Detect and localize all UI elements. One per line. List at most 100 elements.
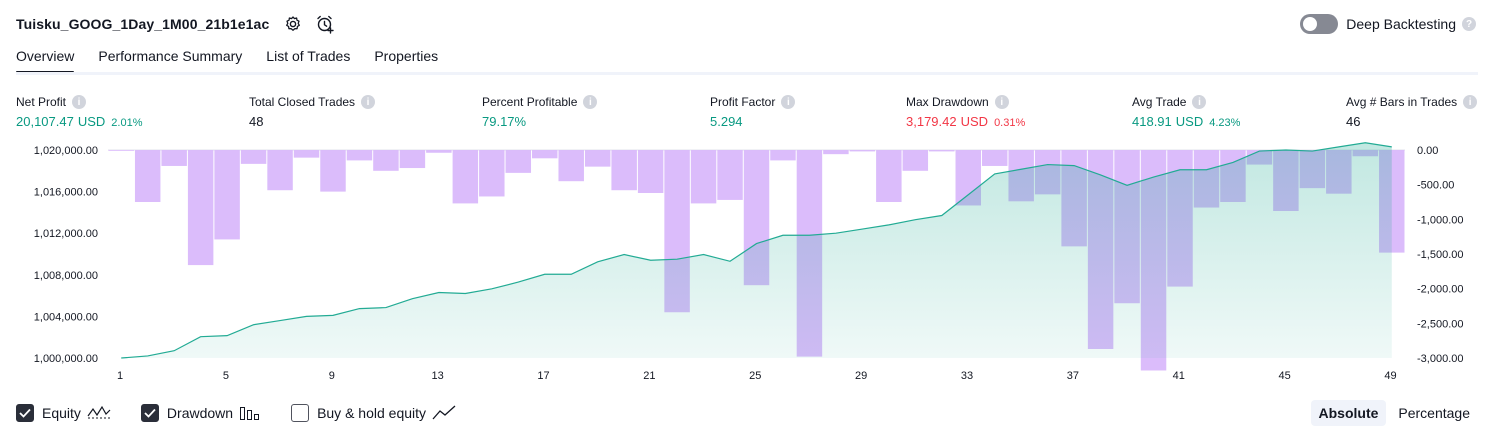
strategy-header: Tuisku_GOOG_1Day_1M00_21b1e1ac bbox=[16, 12, 335, 36]
x-tick-label: 17 bbox=[537, 370, 549, 380]
view-mode-switch: Absolute Percentage bbox=[1311, 400, 1479, 426]
info-icon[interactable]: i bbox=[1463, 95, 1477, 109]
x-tick-label: 1 bbox=[117, 370, 123, 380]
metric-label: Percent Profitable bbox=[482, 95, 577, 109]
x-tick-label: 9 bbox=[329, 370, 335, 380]
drawdown-bar bbox=[982, 150, 1007, 166]
metric-label: Total Closed Trades bbox=[249, 95, 355, 109]
metric-value: 46 bbox=[1346, 114, 1360, 129]
y-right-tick-label: -500.00 bbox=[1417, 180, 1454, 192]
strategy-title: Tuisku_GOOG_1Day_1M00_21b1e1ac bbox=[16, 16, 269, 32]
legend-equity[interactable]: Equity bbox=[16, 404, 111, 422]
help-icon[interactable]: ? bbox=[1462, 17, 1476, 31]
y-left-tick-label: 1,008,000.00 bbox=[34, 270, 98, 282]
metric-percent-profitable: Percent Profitable i 79.17% bbox=[482, 94, 597, 129]
drawdown-bar bbox=[214, 150, 239, 239]
equity-line-icon bbox=[87, 404, 111, 422]
drawdown-bar bbox=[506, 150, 531, 173]
y-left-tick-label: 1,020,000.00 bbox=[34, 145, 98, 157]
drawdown-bar bbox=[161, 150, 186, 166]
y-left-tick-label: 1,016,000.00 bbox=[34, 187, 98, 199]
info-icon[interactable]: i bbox=[361, 95, 375, 109]
info-icon[interactable]: i bbox=[583, 95, 597, 109]
metric-label: Net Profit bbox=[16, 95, 66, 109]
alarm-clock-add-icon[interactable] bbox=[315, 14, 335, 34]
drawdown-bar bbox=[929, 150, 954, 151]
drawdown-checkbox[interactable] bbox=[141, 404, 159, 422]
x-tick-label: 25 bbox=[749, 370, 761, 380]
equity-label: Equity bbox=[42, 405, 81, 421]
metric-total-closed-trades: Total Closed Trades i 48 bbox=[249, 94, 375, 129]
metric-unit: USD bbox=[78, 114, 105, 129]
info-icon[interactable]: i bbox=[995, 95, 1009, 109]
report-tabs: Overview Performance Summary List of Tra… bbox=[16, 48, 462, 73]
legend-buy-hold[interactable]: Buy & hold equity bbox=[291, 404, 456, 422]
drawdown-bar bbox=[717, 150, 742, 200]
metric-percent: 0.31% bbox=[994, 117, 1025, 129]
buy-hold-checkbox[interactable] bbox=[291, 404, 309, 422]
metric-percent: 2.01% bbox=[111, 117, 142, 129]
legend-drawdown[interactable]: Drawdown bbox=[141, 404, 261, 422]
tab-performance-summary[interactable]: Performance Summary bbox=[98, 48, 242, 73]
drawdown-bar bbox=[850, 150, 875, 151]
metric-value: 418.91 bbox=[1132, 114, 1172, 129]
buy-hold-label: Buy & hold equity bbox=[317, 405, 426, 421]
drawdown-bar bbox=[876, 150, 901, 202]
metric-value: 5.294 bbox=[710, 114, 743, 129]
metric-value: 20,107.47 bbox=[16, 114, 74, 129]
deep-backtesting: Deep Backtesting ? bbox=[1300, 12, 1476, 36]
metric-label: Avg # Bars in Trades bbox=[1346, 95, 1457, 109]
y-right-tick-label: -1,500.00 bbox=[1417, 249, 1463, 261]
y-right-tick-label: -2,500.00 bbox=[1417, 318, 1463, 330]
drawdown-bar bbox=[903, 150, 928, 171]
y-right-tick-label: -2,000.00 bbox=[1417, 284, 1463, 296]
metric-avg-trade: Avg Trade i 418.91 USD 4.23% bbox=[1132, 94, 1240, 129]
tab-list-of-trades[interactable]: List of Trades bbox=[266, 48, 350, 73]
metric-percent: 4.23% bbox=[1209, 117, 1240, 129]
x-tick-label: 41 bbox=[1173, 370, 1185, 380]
info-icon[interactable]: i bbox=[1192, 95, 1206, 109]
toggle-knob bbox=[1303, 17, 1317, 31]
info-icon[interactable]: i bbox=[781, 95, 795, 109]
metric-label: Profit Factor bbox=[710, 95, 775, 109]
drawdown-bar bbox=[294, 150, 319, 158]
drawdown-bar bbox=[267, 150, 292, 190]
tab-properties[interactable]: Properties bbox=[374, 48, 438, 73]
drawdown-bar bbox=[135, 150, 160, 202]
percentage-button[interactable]: Percentage bbox=[1390, 400, 1478, 426]
gear-icon[interactable] bbox=[283, 14, 303, 34]
absolute-button[interactable]: Absolute bbox=[1311, 400, 1387, 426]
drawdown-bar bbox=[558, 150, 583, 181]
drawdown-bars-icon bbox=[239, 404, 261, 422]
metric-profit-factor: Profit Factor i 5.294 bbox=[710, 94, 795, 129]
x-tick-label: 21 bbox=[643, 370, 655, 380]
deep-backtesting-toggle[interactable] bbox=[1300, 14, 1338, 34]
y-left-tick-label: 1,000,000.00 bbox=[34, 353, 98, 365]
deep-backtesting-label: Deep Backtesting bbox=[1346, 16, 1456, 32]
drawdown-bar bbox=[532, 150, 557, 158]
tab-overview[interactable]: Overview bbox=[16, 48, 74, 73]
x-tick-label: 49 bbox=[1384, 370, 1396, 380]
y-left-tick-label: 1,004,000.00 bbox=[34, 311, 98, 323]
equity-checkbox[interactable] bbox=[16, 404, 34, 422]
drawdown-bar bbox=[611, 150, 636, 190]
drawdown-bar bbox=[638, 150, 663, 193]
info-icon[interactable]: i bbox=[72, 95, 86, 109]
drawdown-bar bbox=[426, 150, 451, 153]
drawdown-bar bbox=[691, 150, 716, 203]
drawdown-bar bbox=[320, 150, 345, 192]
metric-max-drawdown: Max Drawdown i 3,179.42 USD 0.31% bbox=[906, 94, 1025, 129]
x-tick-label: 5 bbox=[223, 370, 229, 380]
equity-drawdown-chart[interactable]: 1,020,000.00 1,016,000.00 1,012,000.00 1,00… bbox=[0, 140, 1494, 380]
drawdown-bar bbox=[400, 150, 425, 168]
metric-value: 79.17% bbox=[482, 114, 526, 129]
drawdown-bar bbox=[347, 150, 372, 160]
drawdown-bar bbox=[188, 150, 213, 265]
x-tick-label: 45 bbox=[1279, 370, 1291, 380]
drawdown-label: Drawdown bbox=[167, 405, 233, 421]
drawdown-bar bbox=[770, 150, 795, 160]
y-left-tick-label: 1,012,000.00 bbox=[34, 228, 98, 240]
drawdown-bar bbox=[823, 150, 848, 154]
drawdown-bar bbox=[453, 150, 478, 203]
y-right-tick-label: -1,000.00 bbox=[1417, 214, 1463, 226]
